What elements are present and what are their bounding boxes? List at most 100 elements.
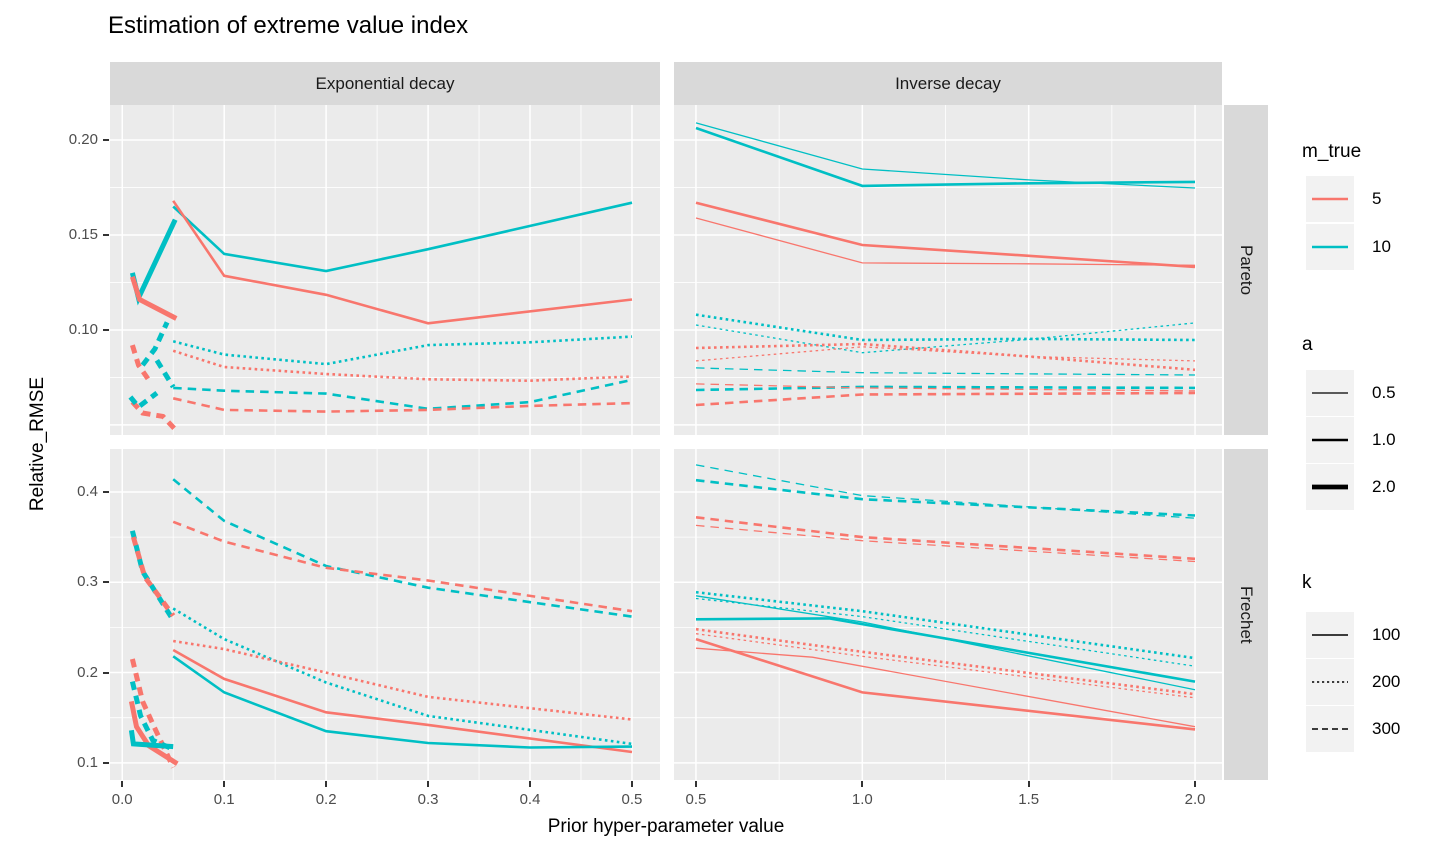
legend-label-a-05: 0.5 (1372, 383, 1396, 402)
panel-exponential-frechet (110, 449, 660, 780)
series-line-m10-a0.5-k100 (695, 595, 1196, 691)
facet-strip-exponential-decay: Exponential decay (110, 62, 660, 105)
x-axis-tick (694, 781, 697, 787)
x-axis-tick (223, 781, 226, 787)
x-axis-tick (121, 781, 124, 787)
series-line-m5-a1-k100 (172, 200, 633, 325)
series-line-m5-a1-k100 (172, 648, 633, 754)
x-axis-tick-label: 1.0 (851, 791, 873, 808)
x-axis-tick-label: 2.0 (1184, 791, 1206, 808)
legend-label-k-300: 300 (1372, 719, 1401, 738)
facet-strip-inverse-decay: Inverse decay (674, 62, 1222, 105)
legend-key-a-20 (1306, 464, 1354, 510)
facet-strip-frechet: Frechet (1224, 449, 1268, 780)
series-line-m10-a1-k200 (172, 607, 633, 746)
y-axis-tick (103, 581, 109, 584)
series-line-m10-a1-k100 (695, 617, 1196, 683)
y-axis-tick (103, 761, 109, 764)
teal-line-icon (1312, 245, 1348, 249)
panel-inverse-frechet (674, 449, 1222, 780)
facet-strip-label: Pareto (1237, 244, 1256, 296)
series-line-m5-a2-k100 (130, 275, 178, 321)
legend-key-m-true-5 (1306, 176, 1354, 222)
legend-key-m-true-10 (1306, 224, 1354, 270)
y-axis-tick (103, 138, 109, 141)
y-axis-title: Relative_RMSE (27, 376, 48, 512)
dashed-line-icon (1312, 728, 1348, 730)
series-line-m5-a1-k100 (695, 637, 1196, 731)
y-axis-tick-label: 0.15 (68, 225, 98, 243)
page-title: Estimation of extreme value index (108, 12, 469, 39)
dotted-line-icon (1312, 681, 1348, 683)
x-axis-tick-label: 0.4 (519, 791, 541, 808)
x-axis-tick (427, 781, 430, 787)
legend-label-a-20: 2.0 (1372, 477, 1396, 496)
thick-line-icon (1312, 484, 1348, 490)
facet-strip-label: Frechet (1237, 585, 1256, 644)
x-axis-tick-label: 0.3 (417, 791, 439, 808)
y-axis-tick (103, 671, 109, 674)
medium-line-icon (1312, 438, 1348, 442)
series-line-m10-a1-k300 (173, 378, 633, 411)
legend-key-a-05 (1306, 370, 1354, 416)
legend-title-m-true: m_true (1302, 141, 1362, 162)
series-line-m5-a0.5-k100 (695, 647, 1196, 728)
y-axis-tick-label: 0.2 (77, 663, 98, 681)
series-line-m10-a1-k300 (172, 478, 633, 618)
y-axis-tick (103, 490, 109, 493)
y-axis-tick-label: 0.1 (77, 753, 98, 771)
series-line-m5-a0.5-k300 (695, 524, 1196, 563)
x-axis-tick-label: 0.5 (621, 791, 643, 808)
x-axis-tick (325, 781, 328, 787)
series-line-m10-a2-k300 (154, 358, 176, 389)
facet-strip-label: Exponential decay (315, 73, 455, 93)
series-line-m10-a0.5-k300 (695, 367, 1196, 376)
series-line-m10-a1-k100 (172, 201, 633, 273)
thin-line-icon (1312, 392, 1348, 394)
y-axis-tick-label: 0.10 (68, 320, 98, 338)
series-line-m5-a1-k300 (695, 516, 1196, 561)
series-line-m5-a1-k200 (172, 349, 633, 383)
series-line-m5-a1-k200 (695, 627, 1196, 696)
series-line-m10-a2-k100 (129, 218, 178, 306)
series-line-m5-a1-k200 (172, 639, 633, 721)
x-axis-tick-label: 1.5 (1018, 791, 1040, 808)
series-line-m5-a2-k100 (128, 700, 179, 766)
facet-strip-pareto: Pareto (1224, 105, 1268, 435)
x-axis-tick (529, 781, 532, 787)
series-line-m5-a0.5-k300 (695, 383, 1196, 392)
series-line-m5-a1-k300 (172, 397, 633, 413)
legend-key-k-200 (1306, 659, 1354, 705)
series-line-m5-a1-k300 (695, 391, 1196, 407)
y-axis-tick-label: 0.3 (77, 573, 98, 591)
panel-exponential-pareto (110, 105, 660, 435)
series-line-m10-a2-k300 (140, 321, 170, 367)
legend-key-k-100 (1306, 612, 1354, 658)
series-line-m10-a1-k300 (695, 385, 1196, 392)
series-line-m5-a0.5-k100 (695, 217, 1196, 266)
series-line-m5-a2-k300 (130, 536, 176, 618)
series-line-m10-a1-k300 (695, 478, 1196, 517)
panel-inverse-pareto (674, 105, 1222, 435)
x-axis-tick (630, 781, 633, 787)
legend-title-k: k (1302, 572, 1312, 593)
legend-label-m-true-10: 10 (1372, 237, 1391, 256)
solid-line-icon (1312, 634, 1348, 636)
x-axis-tick-label: 0.5 (685, 791, 707, 808)
x-axis-title: Prior hyper-parameter value (547, 816, 785, 837)
series-line-m10-a0.5-k100 (695, 122, 1196, 189)
series-line-m10-a1-k200 (695, 313, 1196, 342)
series-line-m5-a0.5-k200 (695, 633, 1196, 699)
series-line-m10-a2-k300 (128, 391, 159, 411)
legend-label-k-200: 200 (1372, 672, 1401, 691)
y-axis-tick (103, 328, 109, 331)
legend-label-a-10: 1.0 (1372, 430, 1396, 449)
series-line-m10-a1-k200 (695, 590, 1196, 660)
x-axis-tick (1027, 781, 1030, 787)
series-line-m5-a1-k300 (172, 520, 633, 613)
facet-strip-label: Inverse decay (895, 73, 1001, 93)
x-axis-tick-label: 0.2 (315, 791, 337, 808)
series-line-m10-a0.5-k200 (695, 322, 1196, 354)
series-line-m10-a2-k100 (128, 729, 174, 750)
